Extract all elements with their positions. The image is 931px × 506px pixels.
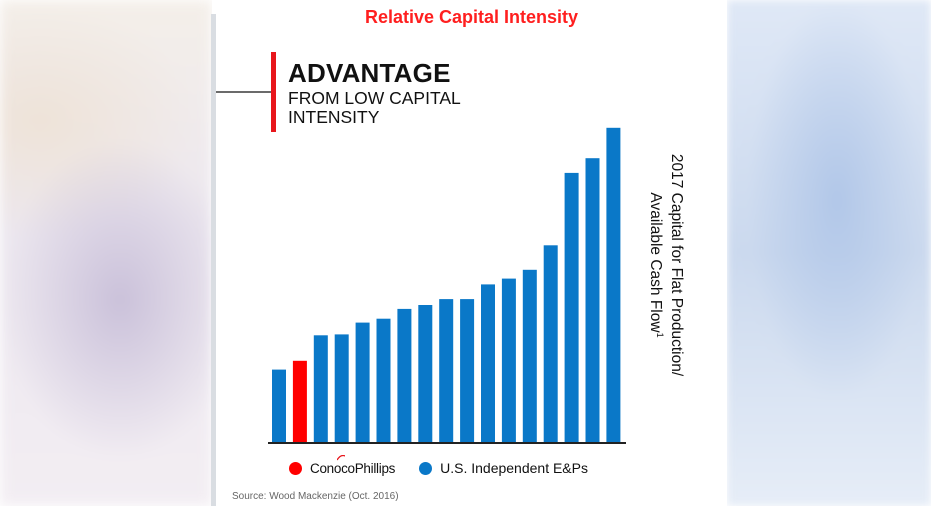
conocophillips-logo-mark-icon xyxy=(337,454,345,460)
chart-legend: ConocoPhillips U.S. Independent E&Ps xyxy=(289,454,588,477)
bar-peer-15 xyxy=(564,172,579,443)
bar-group xyxy=(272,127,621,444)
bar-peer-17 xyxy=(606,127,621,444)
y-axis-label: 2017 Capital for Flat Production/ Availa… xyxy=(635,145,685,385)
bar-peer-11 xyxy=(481,284,495,443)
bar-peer-16 xyxy=(585,158,600,443)
bar-peer-1 xyxy=(272,369,286,443)
bar-peer-13 xyxy=(522,269,537,443)
bar-peer-6 xyxy=(376,318,391,443)
blurred-background-right xyxy=(727,0,931,506)
legend-item-peers: U.S. Independent E&Ps xyxy=(419,460,588,476)
bar-peer-12 xyxy=(501,278,516,443)
footnote-marker: 1 xyxy=(655,332,665,338)
blurred-background-left xyxy=(0,0,212,506)
legend-swatch-peers xyxy=(419,461,433,475)
legend-label-conocophillips: ConocoPhillips xyxy=(310,454,396,476)
legend-label-peers: U.S. Independent E&Ps xyxy=(440,460,588,476)
legend-item-conocophillips: ConocoPhillips xyxy=(289,454,396,476)
y-axis-label-line-2-text: Available Cash Flow xyxy=(646,192,664,333)
source-note: Source: Wood Mackenzie (Oct. 2016) xyxy=(232,491,399,502)
bar-peer-8 xyxy=(418,305,433,443)
y-axis-label-line-1: 2017 Capital for Flat Production/ xyxy=(668,153,685,377)
y-axis-label-line-2: Available Cash Flow1 xyxy=(647,145,668,385)
callout-connector-line xyxy=(216,91,271,93)
bar-peer-10 xyxy=(460,299,475,443)
bar-peer-7 xyxy=(397,308,412,443)
page-title: Relative Capital Intensity xyxy=(364,7,579,27)
bar-peer-4 xyxy=(334,334,349,443)
slide-left-border xyxy=(211,14,216,506)
conocophillips-logo-text: ConocoPhillips xyxy=(310,460,396,476)
bar-peer-5 xyxy=(355,322,370,443)
bar-conocophillips xyxy=(292,360,307,443)
headline-accent-bar xyxy=(271,52,276,132)
bar-peer-3 xyxy=(313,335,328,443)
headline-title: ADVANTAGE xyxy=(288,58,451,88)
bar-peer-9 xyxy=(439,299,454,443)
headline-subtitle: FROM LOW CAPITAL INTENSITY xyxy=(288,88,461,127)
legend-swatch-conocophillips xyxy=(289,461,302,475)
bar-peer-14 xyxy=(543,245,558,443)
